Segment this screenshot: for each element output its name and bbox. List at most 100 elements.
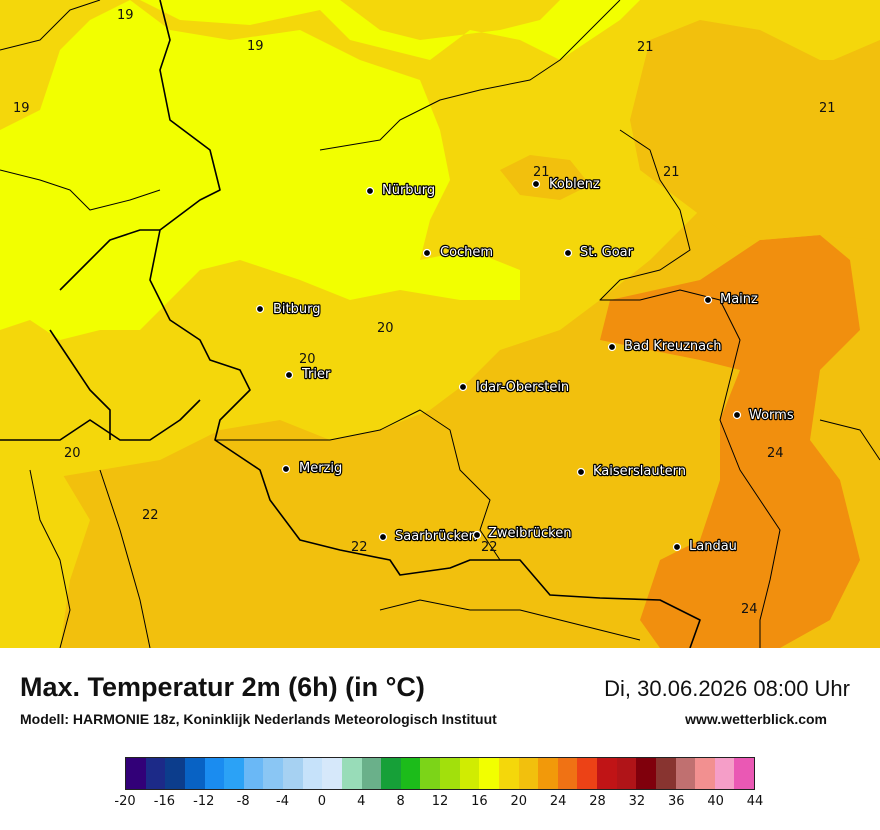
color-scale-cell [361,758,382,789]
color-scale-tick-label: -20 [114,794,136,809]
color-scale-tick-label: -16 [153,794,175,809]
city-saarbrucken[interactable]: Saarbrücken [378,528,478,545]
color-scale-tick-label: -4 [276,794,289,809]
color-scale-cell [341,758,362,789]
color-scale-tick-label: 36 [667,794,685,809]
city-merzig[interactable]: Merzig [281,460,343,477]
iso-label: 24 [767,446,784,461]
color-scale-cell [597,758,617,789]
color-scale-cell [538,758,558,789]
city-label: Mainz [720,292,758,307]
city-dot-icon [255,304,265,314]
city-dot-icon [365,186,375,196]
forecast-datetime: Di, 30.06.2026 08:00 Uhr [604,676,850,701]
city-bad-kreuznach[interactable]: Bad Kreuznach [607,338,723,355]
city-mainz[interactable]: Mainz [703,291,759,308]
city-kaiserslautern[interactable]: Kaiserslautern [576,463,687,480]
iso-label: 21 [663,165,680,180]
iso-label: 22 [142,508,159,523]
city-dot-icon [378,532,388,542]
color-scale-tick-label: 28 [589,794,606,809]
city-landau[interactable]: Landau [672,538,738,555]
color-scale-tick-label: -12 [193,794,215,809]
color-scale-cell [302,758,323,789]
website-link[interactable]: www.wetterblick.com [685,711,827,727]
iso-label: 22 [351,540,368,555]
iso-label: 20 [64,446,81,461]
city-nurburg[interactable]: Nürburg [365,182,436,199]
iso-label: 22 [481,540,498,555]
city-label: Trier [301,367,331,382]
city-dot-icon [732,410,742,420]
iso-label: 20 [299,352,316,367]
city-label: Idar-Oberstein [476,380,569,395]
color-scale-cell [636,758,656,789]
color-scale-cell [126,758,146,789]
iso-label: 20 [377,321,394,336]
color-scale-cell [204,758,225,789]
city-bitburg[interactable]: Bitburg [255,301,322,318]
city-label: Koblenz [549,177,600,192]
city-dot-icon [563,248,573,258]
city-worms[interactable]: Worms [732,407,795,424]
city-idar-oberstein[interactable]: Idar-Oberstein [458,379,570,396]
iso-label: 19 [13,101,30,116]
city-trier[interactable]: Trier [284,366,332,383]
color-scale-tick-label: 4 [357,794,366,809]
color-scale-cell [184,758,205,789]
model-subtitle: Modell: HARMONIE 18z, Koninklijk Nederla… [20,711,497,727]
city-dot-icon [703,295,713,305]
iso-label: 19 [117,8,134,23]
city-zweibrucken[interactable]: Zweibrücken [472,525,573,542]
city-dot-icon [284,370,294,380]
city-dot-icon [607,342,617,352]
color-scale-cell [734,758,754,789]
color-scale-tick-label: 12 [431,794,449,809]
color-scale-tick-label: 24 [549,794,567,809]
city-label: Cochem [440,245,493,260]
color-scale-tick-label: 40 [707,794,724,809]
color-scale-cell [440,758,460,789]
field-18-20-west [0,470,90,648]
color-scale-cell [675,758,696,789]
city-label: Worms [749,408,794,423]
iso-label: 21 [819,101,836,116]
color-scale-bar [125,757,755,790]
city-st-goar[interactable]: St. Goar [563,244,635,261]
color-scale-tick-label: 8 [396,794,405,809]
isotherm-labels: 19 19 19 21 21 21 21 20 20 20 22 22 22 2… [13,8,836,617]
city-cochem[interactable]: Cochem [422,244,494,261]
city-label: Bitburg [273,302,321,317]
color-scale-cell [498,758,519,789]
city-label: Merzig [299,461,342,476]
iso-label: 21 [533,165,550,180]
city-label: Bad Kreuznach [624,339,722,354]
color-scale-cell [655,758,676,789]
iso-label: 21 [637,40,654,55]
color-scale-cell [577,758,597,789]
color-scale-cell [224,758,244,789]
city-dot-icon [472,530,482,540]
color-scale-cell [322,758,342,789]
color-scale-tick-label: 16 [471,794,488,809]
city-koblenz[interactable]: Koblenz [531,176,601,193]
temperature-map: 19 19 19 21 21 21 21 20 20 20 22 22 22 2… [0,0,880,648]
color-scale-cell [381,758,401,789]
color-scale-cell [459,758,480,789]
country-borders [0,0,701,648]
color-scale-cell [714,758,735,789]
city-dot-icon [576,467,586,477]
color-scale-cell [616,758,637,789]
color-scale-tick-label: 20 [510,794,528,809]
color-scale-tick-label: 44 [746,794,764,809]
map-footer: Max. Temperatur 2m (6h) (in °C) Modell: … [0,648,880,830]
color-scale-cell [263,758,283,789]
city-dot-icon [531,179,541,189]
city-label: Nürburg [382,183,435,198]
color-scale-cell [283,758,303,789]
color-scale-tick-label: 32 [628,794,646,809]
field-22-24-east [600,235,860,648]
color-scale-cell [145,758,166,789]
field-20-22-pocket [500,155,590,200]
city-dot-icon [422,248,432,258]
